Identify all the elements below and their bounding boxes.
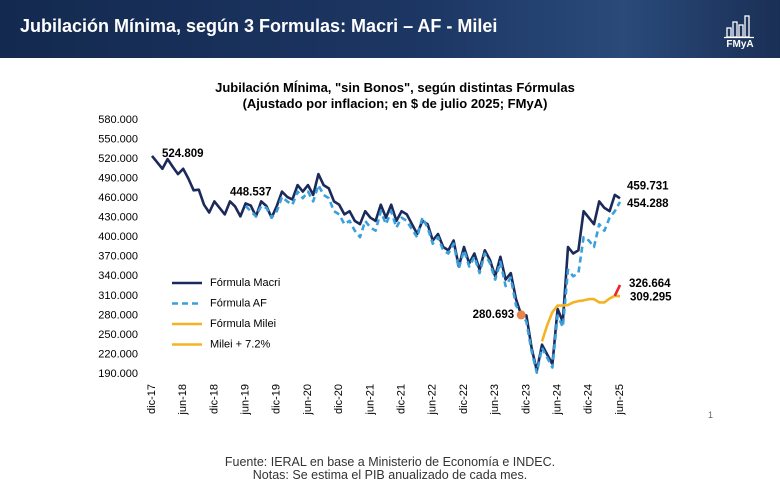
y-tick-label: 220.000 — [98, 348, 138, 360]
value-label: 459.731 — [627, 180, 669, 192]
x-tick-label: jun-18 — [177, 384, 189, 416]
legend-label: Fórmula AF — [210, 297, 267, 309]
logo-text: FMyA — [726, 39, 754, 50]
x-tick-label: jun-25 — [614, 384, 626, 416]
chart-subtitle: (Ajustado por inflacion; en $ de julio 2… — [242, 96, 548, 111]
y-tick-label: 460.000 — [98, 192, 138, 204]
header-title: Jubilación Mínima, según 3 Formulas: Mac… — [20, 16, 498, 36]
chart-title-block: Jubilación MÍnima, "sin Bonos", según di… — [150, 80, 640, 112]
x-tick-label: jun-23 — [489, 384, 501, 416]
series-line — [244, 183, 622, 374]
y-tick-label: 520.000 — [98, 153, 138, 165]
value-label: 326.664 — [629, 278, 671, 290]
y-tick-label: 580.000 — [98, 114, 138, 126]
value-label: 309.295 — [630, 291, 672, 303]
x-tick-label: jun-24 — [552, 384, 564, 416]
y-tick-label: 550.000 — [98, 133, 138, 145]
source-note: Fuente: IERAL en base a Ministerio de Ec… — [224, 455, 556, 469]
y-tick-label: 400.000 — [98, 231, 138, 243]
series-line — [150, 155, 621, 372]
value-label: 448.537 — [230, 187, 272, 199]
y-tick-label: 430.000 — [98, 212, 138, 224]
x-tick-label: jun-22 — [427, 384, 439, 416]
x-tick-label: jun-20 — [302, 384, 314, 416]
x-tick-label: dic-17 — [146, 384, 158, 414]
y-tick-label: 370.000 — [98, 251, 138, 263]
series-line — [540, 294, 621, 342]
footer: Fuente: IERAL en base a Ministerio de Ec… — [0, 456, 780, 482]
y-tick-label: 310.000 — [98, 290, 138, 302]
note: Notas: Se estima el PIB anualizado de ca… — [252, 468, 528, 482]
value-label: 280.693 — [473, 309, 515, 321]
x-tick-label: jun-21 — [364, 384, 376, 416]
series-line — [613, 284, 622, 297]
legend-label: Fórmula Macri — [210, 277, 280, 289]
logo: FMyA — [722, 8, 758, 52]
header-band: Jubilación Mínima, según 3 Formulas: Mac… — [0, 0, 780, 58]
x-tick-label: dic-22 — [458, 384, 470, 414]
logo-icon — [724, 15, 754, 39]
y-tick-label: 190.000 — [98, 368, 138, 380]
x-tick-label: dic-24 — [583, 384, 595, 414]
value-label: 454.288 — [627, 198, 669, 210]
y-tick-label: 340.000 — [98, 270, 138, 282]
x-tick-label: dic-19 — [271, 384, 283, 414]
y-tick-label: 490.000 — [98, 173, 138, 185]
x-tick-label: dic-20 — [333, 384, 345, 414]
x-tick-label: dic-18 — [208, 384, 220, 414]
legend-label: Fórmula Milei — [210, 318, 276, 330]
x-tick-label: jun-19 — [240, 384, 252, 416]
x-tick-label: dic-23 — [520, 384, 532, 414]
page-number: 1 — [708, 410, 714, 420]
chart-title: Jubilación MÍnima, "sin Bonos", según di… — [215, 80, 575, 95]
legend-label: Milei + 7.2% — [210, 338, 270, 350]
value-label: 524.809 — [162, 148, 204, 160]
x-tick-label: dic-21 — [396, 384, 408, 414]
y-tick-label: 250.000 — [98, 329, 138, 341]
y-tick-label: 280.000 — [98, 309, 138, 321]
highlight-point — [516, 310, 526, 320]
